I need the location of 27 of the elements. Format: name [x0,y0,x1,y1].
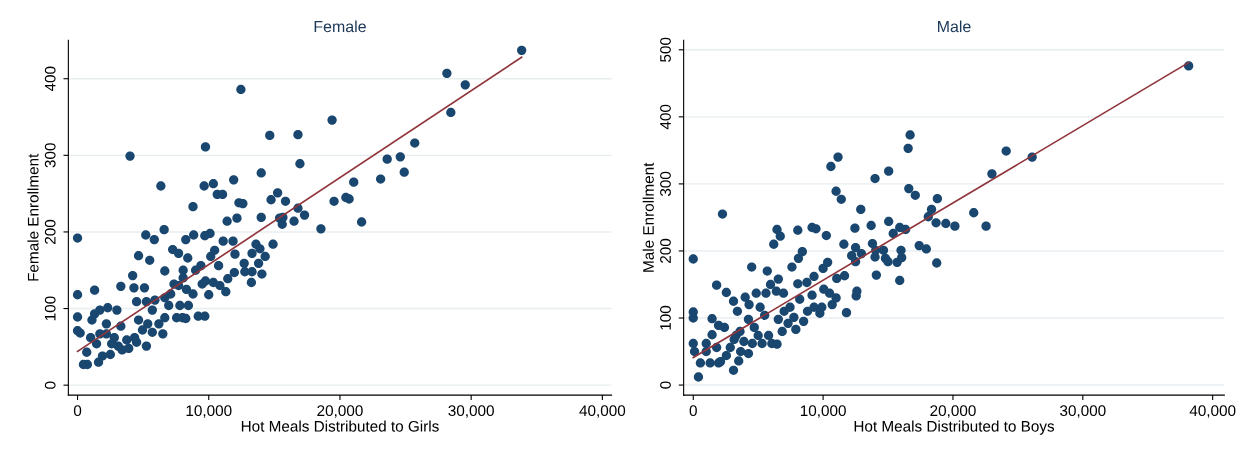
y-tick-label: 300 [44,143,56,168]
y-tick-label: 100 [44,296,56,321]
x-tick-label: 20,000 [930,405,976,418]
x-tick-label: 30,000 [1060,405,1106,418]
y-tick-label: 200 [44,219,56,244]
x-axis-title: Hot Meals Distributed to Girls [241,420,439,432]
x-tick-label: 0 [689,405,697,417]
y-tick-label: 400 [44,66,56,92]
y-tick-label: 400 [660,104,671,130]
x-tick-label: 0 [73,405,82,417]
x-tick-label: 20,000 [317,405,363,418]
chart-title: Female [314,20,366,33]
x-tick-label: 40,000 [1189,405,1236,418]
y-axis-title: Female Enrollment [27,153,39,281]
x-axis-title: Hot Meals Distributed to Boys [854,420,1055,435]
x-tick-label: 10,000 [186,405,232,418]
x-tick-label: 30,000 [448,405,494,418]
y-tick-label: 0 [660,381,671,389]
y-tick-label: 0 [44,381,56,389]
x-tick-label: 10,000 [800,405,846,418]
y-tick-label: 500 [660,37,671,62]
y-axis-title: Male Enrollment [642,162,654,272]
y-tick-label: 300 [660,171,671,197]
x-tick-label: 40,000 [579,405,626,418]
chart-title: Male [938,20,971,33]
y-tick-label: 100 [660,305,671,330]
y-tick-label: 200 [660,238,671,263]
